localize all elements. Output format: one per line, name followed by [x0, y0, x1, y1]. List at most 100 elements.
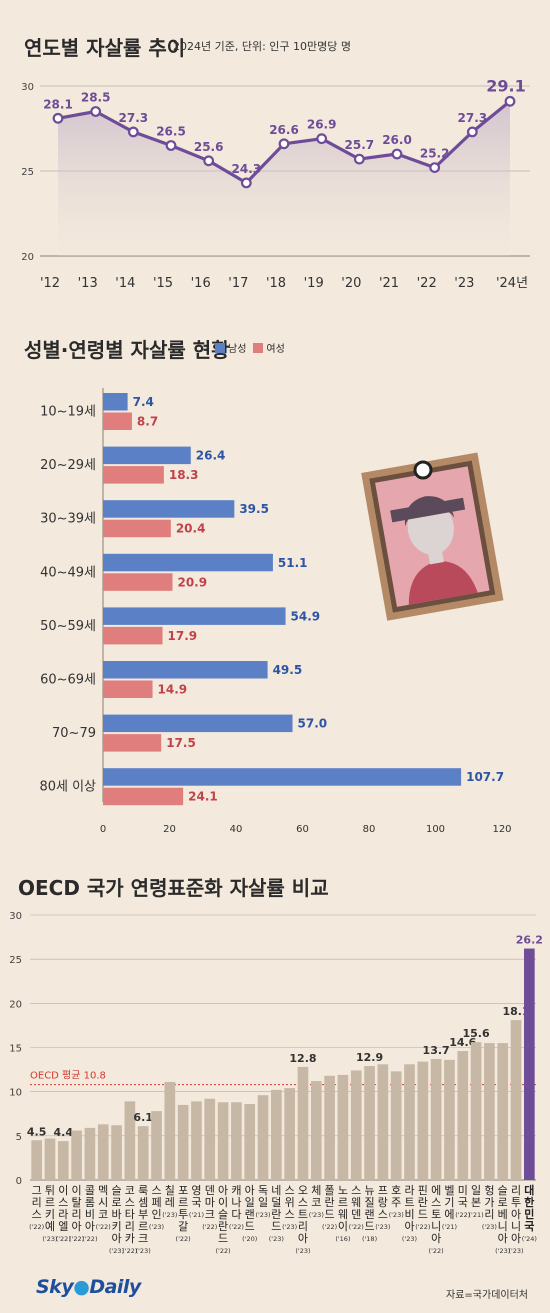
bar-value-label: 12.8	[289, 1052, 316, 1065]
y-tick-label: 20	[9, 999, 22, 1010]
bar-male	[103, 714, 293, 733]
bar	[231, 1102, 242, 1180]
data-point	[165, 140, 177, 151]
bar	[470, 1042, 482, 1180]
x-tick-label: 120	[492, 824, 511, 835]
bar-label-male: 57.0	[298, 717, 328, 731]
bar-label-male: 7.4	[133, 395, 154, 409]
country-year-label: ('23)	[495, 1247, 510, 1255]
bar-male	[103, 393, 128, 411]
x-tick-label: 100	[426, 824, 445, 835]
bar	[377, 1064, 389, 1180]
line-chart-title: 연도별 자살률 추이	[24, 36, 186, 60]
x-tick-label: '17	[228, 276, 248, 291]
bar-label-female: 20.9	[177, 575, 207, 589]
bar-value-label: 18.1	[502, 1005, 529, 1018]
bar	[297, 1066, 309, 1180]
logo-sky: Sky	[36, 1276, 74, 1298]
bar	[444, 1059, 455, 1180]
country-year-label: ('23)	[109, 1247, 124, 1255]
bar-value-label: 13.7	[423, 1044, 450, 1057]
country-year-label: ('18)	[362, 1235, 377, 1243]
bar-male	[103, 553, 273, 572]
portrait-frame-illustration	[361, 452, 504, 621]
bar-value-label: 4.4	[54, 1126, 74, 1139]
data-point	[353, 153, 365, 165]
oecd-chart-section: OECD 국가 연령표준화 자살률 비교 30 25 20 15 10 5 0 OECD 평균…	[0, 860, 550, 1260]
bar	[510, 1020, 522, 1180]
bar-label-male: 107.7	[466, 770, 504, 784]
x-tick-label: '13	[78, 276, 98, 291]
country-year-label: ('22)	[122, 1247, 137, 1255]
bar-label-male: 39.5	[239, 502, 269, 516]
bar-male	[103, 500, 235, 518]
data-point	[391, 148, 403, 160]
y-tick-label: 25	[21, 167, 34, 178]
country-year-label: ('23)	[508, 1247, 523, 1255]
y-tick-label: 15	[9, 1044, 22, 1055]
country-year-label: ('22)	[69, 1235, 84, 1243]
country-year-label: ('23)	[482, 1223, 497, 1231]
bar-value-label: 14.6	[449, 1036, 476, 1049]
x-tick-label: '21	[379, 276, 399, 291]
country-year-label: ('22)	[229, 1223, 244, 1231]
x-tick-label: 80	[363, 824, 376, 835]
data-label: 27.3	[119, 111, 149, 125]
bar	[524, 948, 535, 1180]
bar	[417, 1061, 429, 1180]
data-label: 26.9	[307, 118, 337, 132]
data-label: 25.2	[420, 147, 450, 161]
line-chart-section: 연도별 자살률 추이 2024년 기준, 단위: 인구 10만명당 명 30 25…	[0, 0, 550, 300]
category-label: 70~79	[52, 726, 96, 741]
bar	[457, 1051, 469, 1180]
data-point	[203, 155, 215, 167]
bar-female	[103, 680, 153, 698]
bar-value-label: 26.2	[516, 934, 543, 947]
hbar-chart-section: 성별·연령별 자살률 현황 남성 여성 10~19세 7.4 8.7 20~29세 26…	[0, 300, 550, 860]
x-tick-label: 20	[163, 824, 176, 835]
category-label: 60~69세	[40, 673, 96, 688]
data-point	[466, 126, 478, 138]
bar	[324, 1075, 335, 1180]
logo-dot-icon: ●	[73, 1276, 90, 1298]
country-year-label: ('22)	[415, 1223, 430, 1231]
bar	[364, 1066, 375, 1180]
legend: 남성 여성	[215, 340, 285, 355]
x-tick-label: '22	[417, 276, 437, 291]
bar-female	[103, 787, 184, 806]
category-label: 30~39세	[40, 512, 96, 527]
bar	[390, 1071, 402, 1180]
y-tick-label: 5	[16, 1132, 22, 1143]
data-label: 25.7	[345, 138, 375, 152]
country-year-label: ('23)	[162, 1211, 177, 1219]
legend-female-label: 여성	[266, 344, 285, 355]
y-tick-label: 30	[21, 82, 34, 93]
bar-female	[103, 573, 173, 591]
line-area	[58, 101, 510, 256]
bar-label-female: 24.1	[188, 790, 218, 804]
x-tick-label: 0	[100, 824, 106, 835]
bar-label-female: 17.5	[166, 736, 196, 750]
country-year-label: ('23)	[269, 1235, 284, 1243]
category-label: 50~59세	[40, 619, 96, 634]
bar	[244, 1104, 256, 1180]
data-label: 28.5	[81, 91, 111, 105]
country-year-label: ('23)	[389, 1211, 404, 1219]
bar	[111, 1125, 122, 1180]
